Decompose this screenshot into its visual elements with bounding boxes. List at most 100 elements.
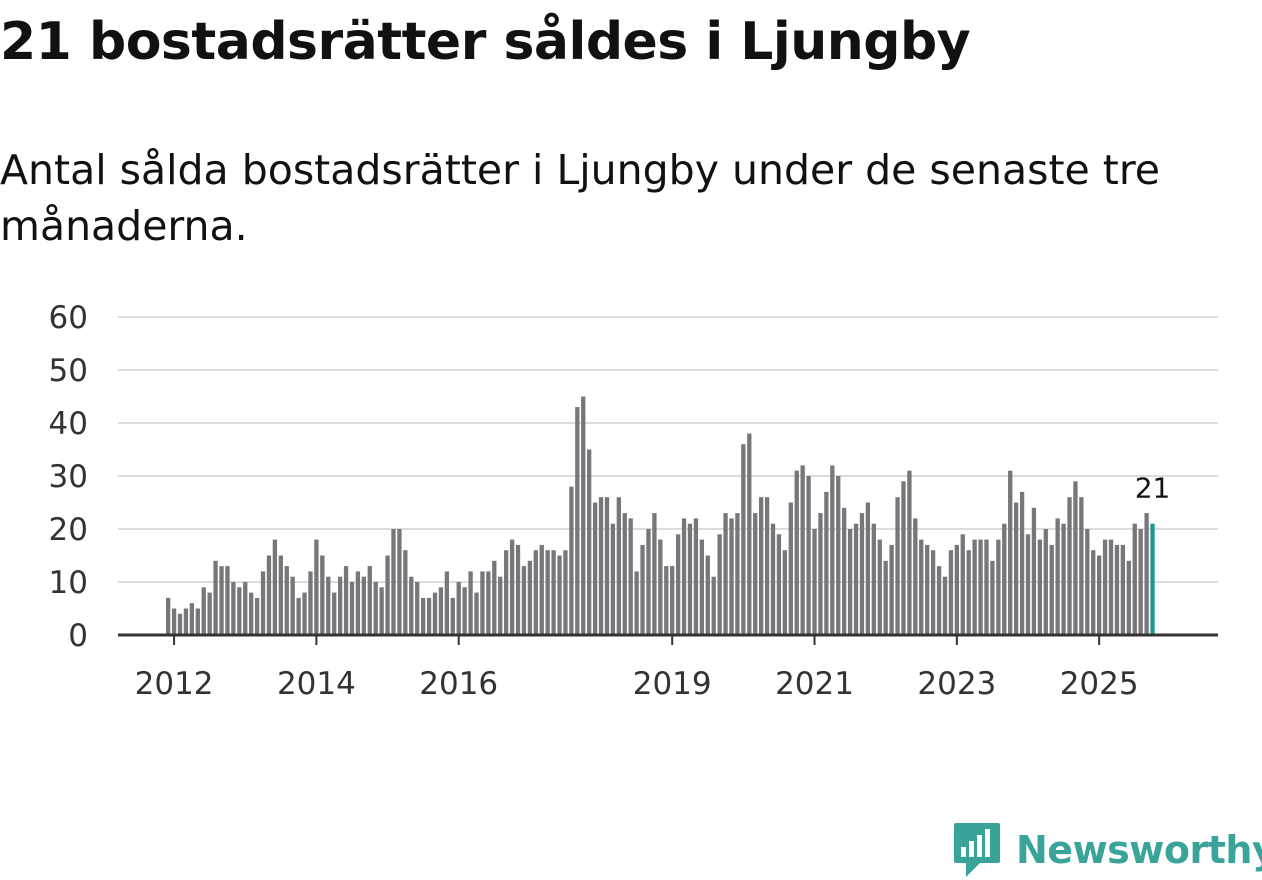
bar [759, 497, 764, 635]
bar [504, 550, 509, 635]
bar [628, 518, 633, 635]
bar [420, 597, 426, 635]
bar [1043, 529, 1048, 635]
bar [770, 523, 776, 635]
bar [361, 576, 366, 635]
x-tick-label: 2014 [277, 666, 356, 702]
bar [729, 518, 734, 635]
bar [391, 529, 396, 635]
x-tick-label: 2019 [633, 666, 712, 702]
bar [871, 523, 876, 635]
bar [201, 587, 206, 635]
chart-subtitle: Antal sålda bostadsrätter i Ljungby unde… [0, 146, 1161, 250]
bar [581, 396, 586, 635]
bar [237, 587, 242, 635]
newsworthy-logo-text: Newsworthy [1016, 828, 1262, 872]
bar [1019, 491, 1025, 635]
x-tick-label: 2025 [1060, 666, 1139, 702]
bar [664, 566, 669, 635]
bar [842, 507, 847, 635]
bar [788, 502, 793, 635]
newsworthy-logo: Newsworthy [952, 820, 1262, 880]
bar [711, 576, 716, 635]
bar [652, 513, 657, 635]
bar [195, 608, 200, 635]
bar [1061, 523, 1066, 635]
bar [1002, 523, 1007, 635]
bar [207, 592, 212, 635]
bar [266, 555, 272, 635]
bar [403, 550, 408, 635]
bar [533, 550, 538, 635]
bar [587, 449, 592, 635]
bar [254, 597, 260, 635]
bar [409, 576, 414, 635]
bar [1073, 481, 1078, 635]
bar [812, 529, 817, 635]
bar [426, 597, 432, 635]
bar [308, 571, 313, 635]
bar [290, 576, 295, 635]
bar [557, 555, 562, 635]
bar [622, 513, 627, 635]
bar [278, 555, 283, 635]
bar [1031, 507, 1037, 635]
x-tick-label: 2012 [135, 666, 214, 702]
bar [1013, 502, 1019, 635]
bar [646, 529, 651, 635]
bar [954, 544, 959, 635]
bar [521, 566, 527, 635]
bar [219, 566, 224, 635]
bar [1114, 544, 1120, 635]
bar [670, 566, 675, 635]
bar [231, 582, 236, 635]
bar [1067, 497, 1072, 635]
bar [213, 560, 218, 635]
bar [948, 550, 954, 635]
bar [272, 539, 278, 635]
bar [456, 582, 461, 635]
bar [1138, 529, 1143, 635]
x-tick-label: 2021 [775, 666, 854, 702]
bar [705, 555, 710, 635]
bar [302, 592, 307, 635]
bar [379, 587, 384, 635]
bar [498, 576, 503, 635]
bar [996, 539, 1001, 635]
bar [895, 497, 900, 635]
x-tick-label: 2023 [917, 666, 996, 702]
bar [343, 566, 349, 635]
bar [942, 576, 948, 635]
bar [687, 523, 693, 635]
bar [830, 465, 835, 635]
bar-latest [1150, 523, 1155, 635]
bar [225, 566, 230, 635]
bar [764, 497, 770, 635]
bar [634, 571, 639, 635]
bar [859, 513, 865, 635]
chart-title: 21 bostadsrätter såldes i Ljungby [0, 12, 971, 72]
bar [1049, 544, 1054, 635]
bar [332, 592, 337, 635]
bar [747, 433, 752, 635]
bar [604, 497, 610, 635]
latest-value-label: 21 [1135, 472, 1171, 505]
bar [1102, 539, 1108, 635]
bar [438, 587, 444, 635]
bar [373, 582, 378, 635]
bar [1085, 529, 1090, 635]
bar [818, 513, 823, 635]
bar [800, 465, 805, 635]
bar [296, 597, 301, 635]
y-tick-label: 50 [49, 353, 88, 389]
bar [515, 544, 521, 635]
bar [1144, 513, 1149, 635]
bar [569, 486, 574, 635]
bar [806, 476, 811, 635]
bar [741, 444, 746, 635]
bar [616, 497, 621, 635]
bar [320, 555, 325, 635]
bar [468, 571, 473, 635]
bar [492, 560, 497, 635]
bar [551, 550, 556, 635]
